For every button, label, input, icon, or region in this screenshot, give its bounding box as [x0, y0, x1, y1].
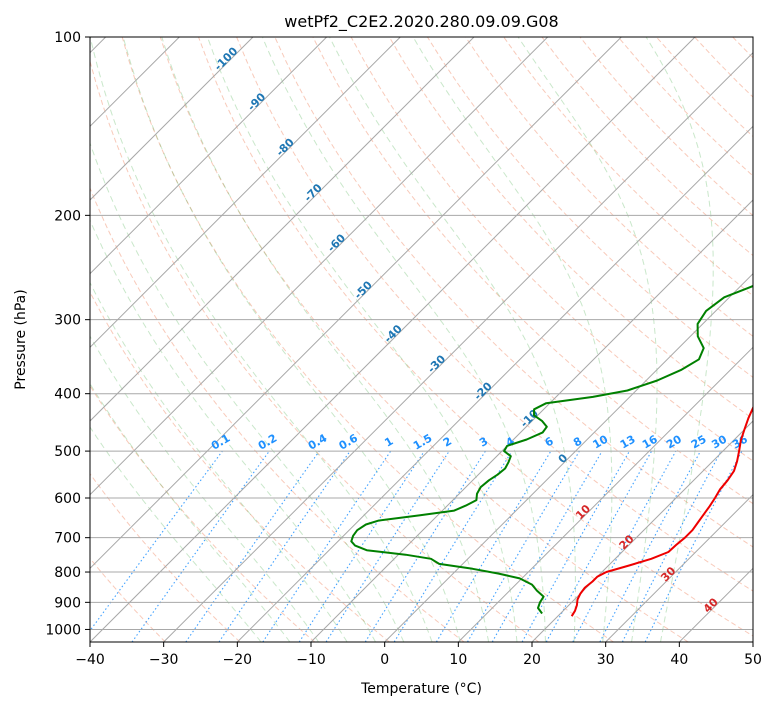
dry-adiabat-line — [90, 557, 166, 642]
moist-adiabat-line — [645, 37, 714, 642]
mixing-ratio-line — [572, 450, 677, 642]
x-tick-label: −40 — [75, 652, 105, 668]
y-tick-label: 700 — [54, 531, 81, 547]
isotherm-line — [90, 37, 328, 275]
mixing-ratio-line — [545, 450, 653, 642]
mixing-ratio-line — [325, 450, 450, 642]
isotherm-line — [310, 199, 753, 642]
y-tick-label: 100 — [54, 30, 81, 46]
x-tick-label: −30 — [149, 652, 179, 668]
isotherm-line — [90, 37, 622, 570]
y-tick-label: 300 — [54, 313, 81, 329]
mixing-ratio-line — [393, 450, 513, 642]
x-tick-label: 40 — [670, 652, 688, 668]
moist-adiabat-line — [90, 281, 348, 642]
y-tick-label: 500 — [54, 444, 81, 460]
moist-adiabat-line — [122, 37, 461, 642]
moist-adiabat-line — [329, 37, 576, 642]
dry-adiabat-line — [426, 37, 753, 378]
dry-adiabat-line — [90, 186, 465, 642]
chart-title: wetPf2_C2E2.2020.280.09.09.G08 — [284, 12, 558, 32]
y-tick-label: 900 — [54, 595, 81, 611]
mixing-ratio-line — [218, 450, 351, 642]
moist-adiabat-line — [261, 37, 546, 642]
moist-adiabat-line — [90, 335, 319, 642]
dewpoint-profile-line — [350, 284, 753, 615]
isotherm-line — [90, 37, 401, 349]
y-tick-label: 400 — [54, 387, 81, 403]
mixing-ratio-line — [90, 450, 223, 632]
moist-adiabat-line — [90, 37, 433, 642]
dry-adiabat-line — [159, 37, 689, 642]
x-tick-label: 30 — [597, 652, 615, 668]
isotherm-line — [236, 125, 753, 642]
x-tick-label: 20 — [523, 652, 541, 668]
moist-adiabat-line — [90, 426, 262, 642]
moist-adiabat-line — [161, 37, 490, 642]
x-tick-label: 0 — [380, 652, 389, 668]
y-tick-label: 800 — [54, 565, 81, 581]
isotherm-line — [90, 37, 696, 642]
temperature-profile-line — [570, 405, 753, 617]
mixing-ratio-line — [644, 450, 743, 642]
moist-adiabat-line — [90, 218, 376, 642]
isotherm-line — [384, 272, 753, 642]
dry-adiabat-line — [90, 291, 390, 642]
dry-adiabat-line — [350, 37, 753, 462]
mixing-ratio-line — [131, 450, 270, 642]
isotherm-line — [90, 37, 475, 422]
y-tick-label: 1000 — [45, 622, 81, 638]
dry-adiabat-line — [503, 37, 753, 297]
x-tick-label: 50 — [744, 652, 762, 668]
moist-adiabat-line — [90, 382, 291, 642]
dry-adiabat-line — [90, 472, 241, 642]
isotherm-line — [531, 420, 753, 642]
isotherm-line — [90, 37, 254, 201]
isotherm-line — [90, 37, 549, 496]
y-tick-label: 200 — [54, 208, 81, 224]
dry-adiabat-line — [121, 37, 614, 642]
moist-adiabat-line — [412, 37, 613, 642]
y-tick-label: 600 — [54, 491, 81, 507]
moist-adiabat-line — [517, 37, 658, 642]
dry-adiabat-line — [274, 37, 753, 548]
x-tick-label: 10 — [449, 652, 467, 668]
isotherm-line — [163, 51, 753, 642]
mixing-ratio-line — [521, 450, 630, 642]
x-tick-label: −20 — [223, 652, 253, 668]
isotherm-line — [605, 493, 753, 642]
mixing-ratio-line — [298, 450, 425, 642]
isotherm-line — [457, 346, 753, 642]
moist-adiabat-line — [90, 141, 405, 642]
dry-adiabat-line — [90, 384, 316, 642]
mixing-ratio-line — [185, 450, 320, 642]
dry-adiabat-line — [236, 37, 753, 592]
mixing-ratio-line — [262, 450, 392, 642]
dry-adiabat-line — [90, 59, 540, 642]
x-axis-title: Temperature (°C) — [360, 681, 482, 697]
x-tick-label: −10 — [296, 652, 326, 668]
plot-frame — [89, 36, 754, 643]
y-axis-title: Pressure (hPa) — [13, 289, 29, 389]
dry-adiabat-line — [198, 37, 753, 637]
